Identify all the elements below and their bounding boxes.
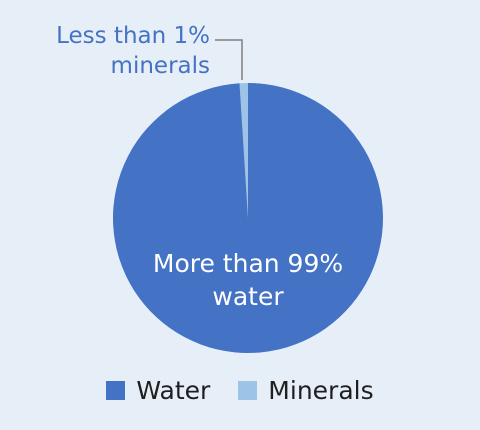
pie-slice-minerals — [239, 83, 248, 218]
legend-label-minerals: Minerals — [268, 376, 374, 405]
water-label-line2: water — [212, 282, 284, 311]
legend: Water Minerals — [0, 376, 480, 405]
pie-slice-water — [112, 83, 383, 353]
legend-swatch-water — [106, 381, 126, 400]
water-slice-label: More than 99% water — [113, 247, 383, 313]
minerals-label-line1: Less than 1% — [56, 23, 210, 49]
legend-item-minerals: Minerals — [238, 376, 374, 405]
minerals-callout-label: Less than 1% minerals — [56, 21, 210, 81]
minerals-label-line2: minerals — [110, 53, 210, 79]
legend-swatch-minerals — [238, 381, 258, 400]
legend-item-water: Water — [106, 376, 210, 405]
water-label-line1: More than 99% — [152, 249, 344, 278]
minerals-leader-line — [215, 39, 243, 80]
legend-label-water: Water — [136, 376, 211, 405]
